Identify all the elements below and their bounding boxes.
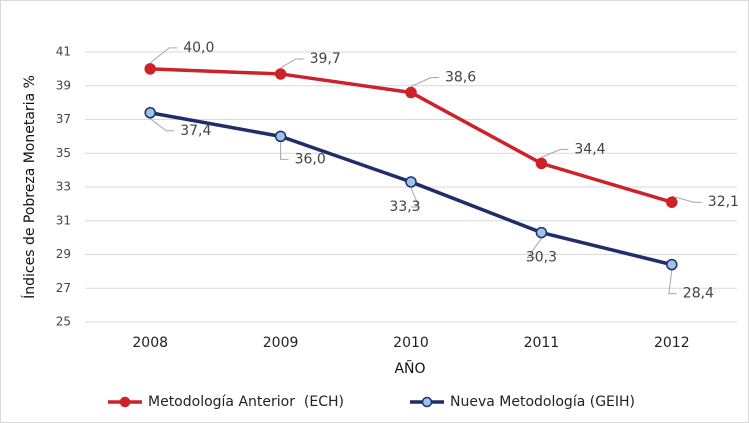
leader-line	[541, 148, 569, 158]
legend-label: Metodología Anterior (ECH)	[148, 394, 344, 410]
y-tick-label: 25	[56, 315, 71, 329]
leader-line	[526, 238, 542, 259]
data-label: 38,6	[445, 70, 476, 86]
data-label: 33,3	[389, 199, 420, 215]
data-point	[405, 86, 417, 99]
data-point	[144, 63, 156, 75]
legend-label: Nueva Metodología (GEIH)	[450, 394, 635, 410]
leader-line	[149, 47, 178, 64]
data-label: 34,4	[574, 141, 605, 157]
data-label: 32,1	[708, 194, 739, 210]
y-tick-label: 37	[56, 112, 71, 126]
data-label: 36,0	[295, 151, 326, 167]
data-label: 40,0	[183, 40, 214, 56]
x-tick-label: 2008	[132, 335, 168, 351]
y-tick-label: 35	[56, 146, 71, 160]
y-tick-label: 33	[56, 180, 71, 194]
leader-line	[671, 195, 702, 203]
data-label: 28,4	[683, 286, 714, 302]
data-point	[535, 226, 548, 239]
leader-line	[410, 77, 439, 87]
leader-line	[280, 142, 289, 160]
x-tick-label: 2010	[393, 335, 429, 351]
data-point	[405, 176, 417, 188]
data-point	[666, 196, 678, 208]
y-axis-label: Índices de Pobreza Monetaria %	[21, 75, 38, 299]
y-tick-label: 29	[56, 247, 71, 261]
data-label: 37,4	[180, 123, 211, 139]
y-tick-label: 31	[56, 213, 71, 227]
x-tick-label: 2009	[263, 335, 299, 351]
data-point	[274, 68, 287, 80]
y-tick-label: 41	[56, 45, 71, 59]
x-tick-label: 2012	[654, 335, 690, 351]
y-tick-label: 39	[56, 78, 71, 92]
leader-line	[410, 187, 420, 208]
leader-line	[149, 118, 175, 132]
x-tick-label: 2011	[524, 335, 560, 351]
data-label: 30,3	[526, 250, 557, 266]
data-point	[144, 107, 156, 119]
data-point	[274, 130, 287, 143]
data-label: 39,7	[310, 51, 341, 67]
data-point	[666, 258, 678, 271]
legend-marker	[421, 396, 433, 408]
x-axis-label: AÑO	[394, 360, 425, 377]
data-point	[535, 157, 548, 170]
y-tick-label: 27	[56, 281, 71, 295]
leader-line	[668, 270, 677, 295]
leader-line	[280, 58, 304, 69]
legend-marker	[119, 396, 131, 408]
